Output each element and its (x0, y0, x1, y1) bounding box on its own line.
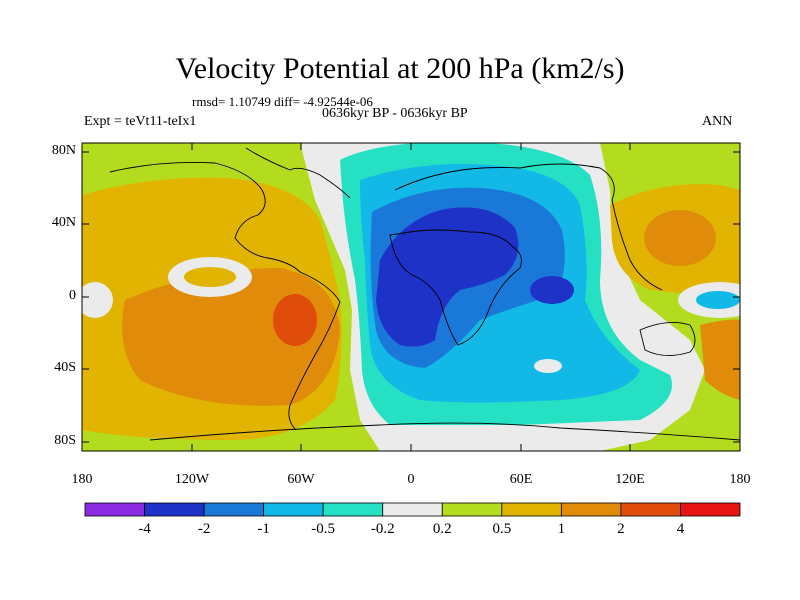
colorbar-box (501, 502, 562, 517)
neutral-west-edge (82, 282, 113, 318)
lat-ticks (82, 151, 740, 443)
positive-region-2-east (644, 210, 716, 266)
negative-core (376, 207, 519, 347)
antarctica-coastline (149, 422, 740, 441)
plot-title: Velocity Potential at 200 hPa (km2/s) (175, 52, 625, 85)
colorbar-label: -0.5 (311, 521, 336, 537)
colorbar-label: 4 (676, 521, 685, 537)
colorbar-box (322, 502, 384, 517)
colorbar-box (263, 502, 324, 517)
lon-label-120e: 120E (615, 472, 645, 487)
colorbar-box (620, 502, 681, 517)
lat-label-40n: 40N (51, 215, 76, 230)
coastlines (109, 147, 740, 441)
colorbar-box (84, 502, 145, 517)
colorbar-box (560, 502, 622, 517)
colorbar-label: 0.2 (432, 521, 452, 537)
experiment-label: Expt = teVt11-teIx1 (84, 114, 197, 129)
lat-label-0: 0 (69, 288, 76, 303)
americas-coastline (109, 161, 341, 431)
lon-label-0: 0 (407, 472, 415, 487)
africa-coastline (389, 229, 522, 346)
lat-label-80n: 80N (51, 143, 76, 158)
eurasia-coastline (394, 163, 663, 291)
colorbar-label: -1 (257, 521, 270, 537)
colorbar-box (382, 502, 443, 517)
negative-east-edge (696, 291, 740, 309)
colorbar-box (203, 502, 265, 517)
lon-label-60e: 60E (509, 472, 533, 487)
period-line: 0636kyr BP - 0636kyr BP (322, 106, 468, 121)
lon-label-180w: 180 (71, 472, 93, 487)
colorbar-label: 2 (617, 521, 625, 537)
colorbar (84, 502, 741, 517)
contour-field (82, 143, 740, 451)
greenland-coastline (245, 147, 351, 199)
colorbar-box (144, 502, 205, 517)
colorbar-label: 1 (557, 521, 566, 537)
colorbar-label: -4 (138, 521, 151, 537)
positive-core-south-america (273, 294, 317, 346)
neutral-small-south (534, 359, 562, 373)
season-label: ANN (702, 114, 733, 129)
colorbar-box (441, 502, 503, 517)
colorbar-label: -0.2 (370, 521, 395, 537)
lon-label-180e: 180 (729, 472, 751, 487)
colorbar-box (680, 502, 741, 517)
australia-coastline (639, 321, 696, 356)
stats-line: rmsd= 1.10749 diff= -4.92544e-06 (192, 94, 373, 109)
lon-label-60w: 60W (287, 472, 315, 487)
ring-center (184, 267, 236, 287)
lat-label-80s: 80S (54, 433, 76, 448)
lon-label-120w: 120W (174, 472, 210, 487)
colorbar-label: -2 (197, 521, 211, 537)
colorbar-label: 0.5 (492, 521, 512, 537)
positive-east-south (700, 319, 740, 400)
indian-ocean-core (530, 276, 574, 304)
lat-label-40s: 40S (54, 360, 76, 375)
lon-ticks (191, 143, 631, 451)
